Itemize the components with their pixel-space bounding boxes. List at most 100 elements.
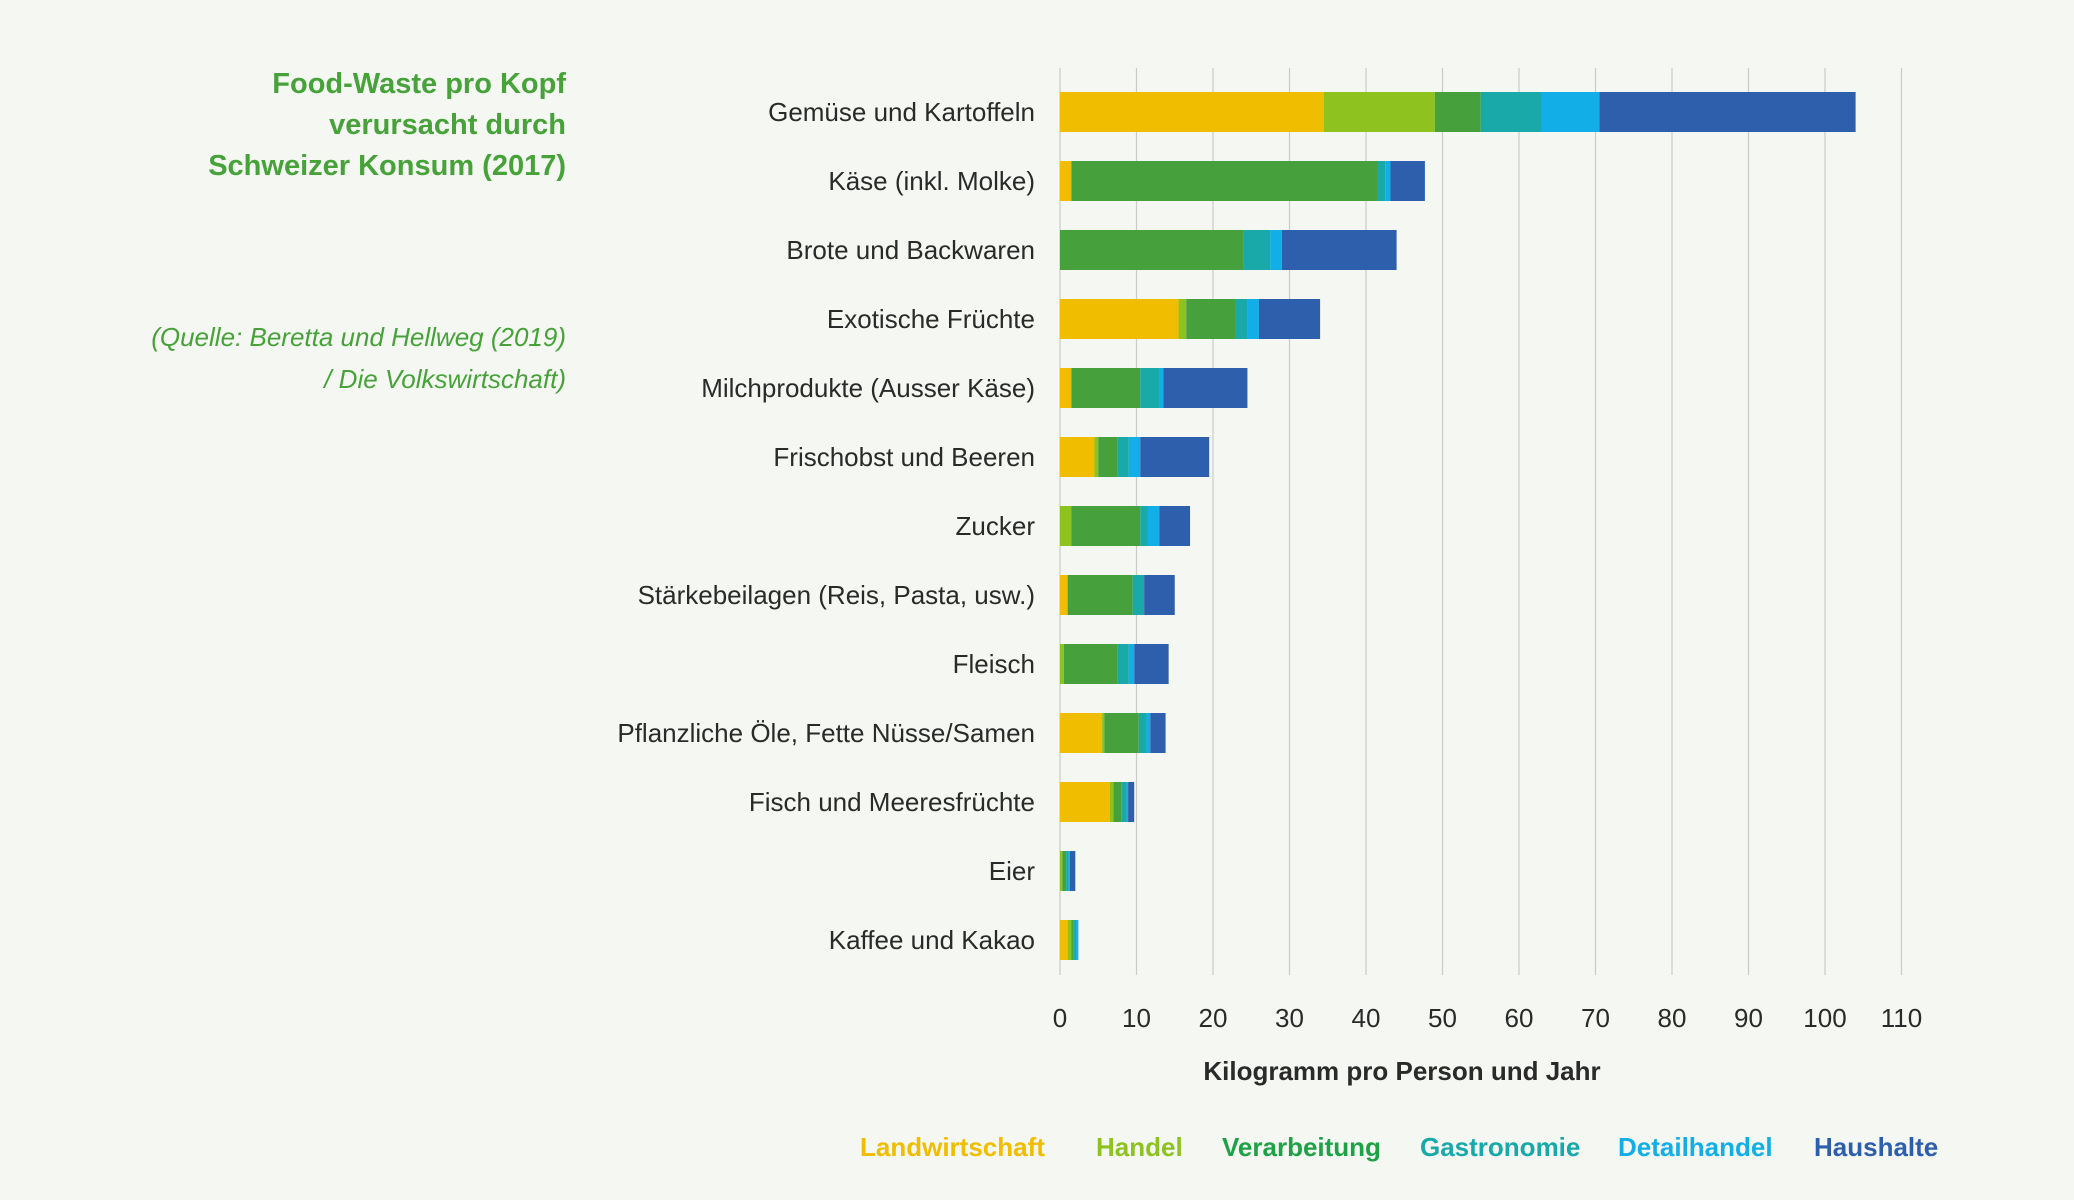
x-tick-label: 110	[1881, 1003, 1922, 1033]
bar-segment-gastronomie	[1140, 368, 1160, 408]
bar-segment-landwirtschaft	[1060, 782, 1110, 822]
legend: Landwirtschaft Handel Verarbeitung Gastrono…	[860, 1132, 1940, 1172]
bar-segment-landwirtschaft	[1060, 437, 1095, 477]
bar-segment-landwirtschaft	[1060, 92, 1324, 132]
bar-segment-handel	[1060, 851, 1063, 891]
legend-item: Detailhandel	[1618, 1132, 1773, 1162]
category-label: Fisch und Meeresfrüchte	[749, 787, 1035, 817]
bar-segment-gastronomie	[1073, 920, 1077, 960]
category-label: Stärkebeilagen (Reis, Pasta, usw.)	[638, 580, 1035, 610]
bar-segment-handel	[1109, 782, 1114, 822]
bar-segment-gastronomie	[1066, 851, 1069, 891]
bar-segment-detailhandel	[1270, 230, 1282, 270]
bar-segment-detailhandel	[1147, 506, 1160, 546]
bar-segment-gastronomie	[1138, 713, 1147, 753]
category-label: Milchprodukte (Ausser Käse)	[701, 373, 1035, 403]
category-label: Gemüse und Kartoffeln	[768, 97, 1035, 127]
bar-segment-gastronomie	[1480, 92, 1542, 132]
bar-segment-haushalte	[1258, 299, 1321, 339]
bar-segment-detailhandel	[1541, 92, 1600, 132]
legend-item: Verarbeitung	[1222, 1132, 1381, 1162]
bar-segment-gastronomie	[1121, 782, 1127, 822]
bar-segment-landwirtschaft	[1060, 575, 1068, 615]
bar-segment-detailhandel	[1159, 368, 1164, 408]
bar-segment-handel	[1102, 713, 1105, 753]
bar-segment-verarbeitung	[1063, 644, 1118, 684]
x-tick-label: 80	[1658, 1003, 1687, 1033]
bar-segment-haushalte	[1140, 437, 1210, 477]
bar-segment-landwirtschaft	[1060, 368, 1072, 408]
x-axis-label: Kilogramm pro Person und Jahr	[1203, 1056, 1600, 1086]
legend-item: Landwirtschaft	[860, 1132, 1045, 1162]
category-label: Käse (inkl. Molke)	[828, 166, 1035, 196]
bar-segment-haushalte	[1150, 713, 1166, 753]
bar-segment-detailhandel	[1128, 437, 1141, 477]
bar-segment-gastronomie	[1235, 299, 1248, 339]
bar-segment-verarbeitung	[1071, 920, 1074, 960]
bar-segment-haushalte	[1069, 851, 1076, 891]
bar-segment-handel	[1060, 506, 1072, 546]
bar-segment-haushalte	[1134, 644, 1169, 684]
bar-segment-verarbeitung	[1186, 299, 1236, 339]
bar-segment-verarbeitung	[1104, 713, 1139, 753]
category-label: Eier	[989, 856, 1036, 886]
bar-segment-haushalte	[1128, 782, 1135, 822]
bar-segment-handel	[1067, 920, 1072, 960]
bar-segment-detailhandel	[1126, 782, 1129, 822]
bar-segment-verarbeitung	[1071, 161, 1378, 201]
bar-segment-gastronomie	[1117, 437, 1129, 477]
bar-segment-gastronomie	[1117, 644, 1129, 684]
bar-segment-verarbeitung	[1071, 368, 1141, 408]
bar-segment-handel	[1060, 644, 1064, 684]
bar-segment-gastronomie	[1243, 230, 1271, 270]
bar-segment-landwirtschaft	[1060, 713, 1103, 753]
source-note: (Quelle: Beretta und Hellweg (2019) / Di…	[151, 322, 566, 394]
chart-title: Food-Waste pro Kopf verursacht durch Sch…	[208, 68, 566, 182]
bar-segment-landwirtschaft	[1060, 920, 1068, 960]
x-tick-label: 10	[1122, 1003, 1151, 1033]
x-tick-label: 20	[1199, 1003, 1228, 1033]
bar-segment-verarbeitung	[1060, 230, 1244, 270]
category-label: Brote und Backwaren	[786, 235, 1035, 265]
category-label: Frischobst und Beeren	[773, 442, 1035, 472]
category-label: Fleisch	[953, 649, 1035, 679]
bar-segment-detailhandel	[1076, 920, 1079, 960]
bar-segment-detailhandel	[1128, 644, 1135, 684]
bar-segment-verarbeitung	[1062, 851, 1067, 891]
x-tick-label: 30	[1275, 1003, 1304, 1033]
bar-segment-detailhandel	[1385, 161, 1391, 201]
x-tick-label: 100	[1803, 1003, 1846, 1033]
bar-segment-haushalte	[1281, 230, 1397, 270]
bar-segment-haushalte	[1144, 575, 1175, 615]
x-tick-label: 90	[1734, 1003, 1763, 1033]
bar-segment-detailhandel	[1146, 713, 1151, 753]
bar-segment-verarbeitung	[1067, 575, 1133, 615]
bar-segment-verarbeitung	[1434, 92, 1481, 132]
bar-segment-detailhandel	[1068, 851, 1070, 891]
bar-segment-verarbeitung	[1113, 782, 1122, 822]
legend-item: Handel	[1096, 1132, 1183, 1162]
bar-segment-verarbeitung	[1098, 437, 1118, 477]
bar-segment-detailhandel	[1247, 299, 1259, 339]
bar-segment-landwirtschaft	[1060, 161, 1072, 201]
category-labels: Gemüse und Kartoffeln Käse (inkl. Molke) B…	[617, 97, 1035, 955]
category-label: Exotische Früchte	[827, 304, 1035, 334]
category-label: Pflanzliche Öle, Fette Nüsse/Samen	[617, 718, 1035, 748]
bar-segment-haushalte	[1390, 161, 1425, 201]
bar-segment-gastronomie	[1132, 575, 1145, 615]
x-tick-label: 60	[1505, 1003, 1534, 1033]
category-label: Zucker	[956, 511, 1036, 541]
x-tick-labels: 0 10 20 30 40 50 60 70 80 90 100 110	[1053, 1003, 1922, 1033]
bar-segment-handel	[1323, 92, 1435, 132]
x-tick-label: 50	[1428, 1003, 1457, 1033]
bar-segment-gastronomie	[1140, 506, 1148, 546]
category-label: Kaffee und Kakao	[829, 925, 1035, 955]
bars	[1060, 92, 1856, 960]
bar-segment-landwirtschaft	[1060, 299, 1179, 339]
bar-segment-verarbeitung	[1071, 506, 1141, 546]
bar-segment-gastronomie	[1377, 161, 1386, 201]
legend-item: Gastronomie	[1420, 1132, 1581, 1162]
legend-item: Haushalte	[1814, 1132, 1939, 1162]
bar-segment-haushalte	[1159, 506, 1191, 546]
